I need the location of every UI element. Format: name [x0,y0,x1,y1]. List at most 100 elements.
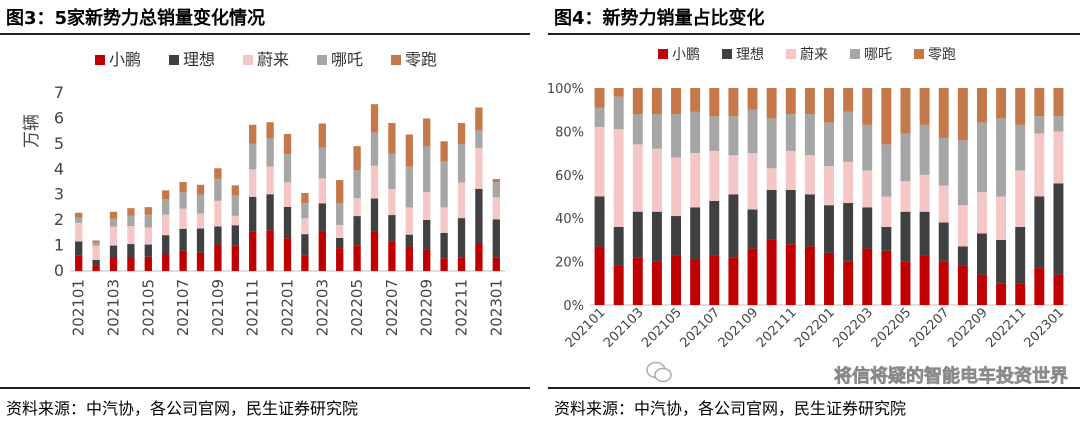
bar-segment-哪吒-202108 [728,116,739,156]
bar-segment-蔚来-202207 [938,185,949,223]
bar-segment-零跑-202107 [709,88,720,117]
bar-segment-零跑-202211 [1015,88,1026,125]
bar-segment-理想-202210 [440,232,448,259]
bar-segment-哪吒-202202 [843,111,854,162]
bar-segment-哪吒-202212 [1034,116,1045,134]
bar-segment-零跑-202301 [492,178,500,182]
bar-segment-零跑-202109 [747,88,758,110]
y-tick-label: 0 [54,261,64,280]
bar-segment-零跑-202107 [179,182,187,193]
bar-segment-蔚来-202301 [492,197,500,220]
bar-segment-理想-202109 [747,209,758,249]
bar-segment-小鹏-202210 [996,283,1007,305]
bar-segment-小鹏-202208 [405,246,413,271]
bar-segment-零跑-202211 [457,123,466,145]
bar-segment-理想-202103 [109,245,118,259]
bar-segment-零跑-202204 [881,88,892,145]
bar-segment-零跑-202111 [785,88,796,115]
legend-swatch-哪吒 [317,55,327,65]
bar-segment-理想-202208 [405,234,413,247]
y-tick-label: 5 [54,134,64,153]
bar-segment-蔚来-202203 [862,170,873,208]
bar-segment-小鹏-202211 [457,257,466,271]
bar-segment-蔚来-202209 [976,192,987,234]
x-tick-label: 202207 [383,279,401,336]
bar-segment-零跑-202207 [388,123,396,154]
bar-segment-哪吒-202209 [423,146,431,193]
y-tick-label: 40% [555,212,584,227]
bar-segment-理想-202210 [996,239,1007,284]
legend-label-零跑: 零跑 [928,47,956,63]
x-tick-label: 202109 [209,279,227,336]
legend-swatch-理想 [169,55,179,65]
bar-segment-小鹏-202111 [785,244,796,305]
bar-segment-零跑-202110 [231,185,239,195]
bar-segment-蔚来-202204 [881,196,892,227]
bar-segment-哪吒-202204 [336,203,344,225]
bar-segment-蔚来-202202 [301,218,309,235]
bar-segment-哪吒-202103 [632,114,643,145]
bar-segment-蔚来-202110 [766,168,777,190]
legend-label-哪吒: 哪吒 [864,47,892,63]
bar-segment-小鹏-202301 [492,257,500,271]
right-bars [594,88,1064,305]
bar-segment-蔚来-202201 [283,182,292,207]
bar-segment-哪吒-202105 [671,114,682,158]
x-tick-label: 202209 [945,305,991,351]
bar-segment-小鹏-202103 [109,258,118,271]
y-tick-label: 3 [54,185,64,204]
bar-segment-理想-202206 [919,211,930,256]
bar-segment-蔚来-202212 [475,148,483,189]
bar-segment-哪吒-202104 [651,114,662,149]
bar-segment-哪吒-202106 [690,111,701,154]
y-tick-label: 80% [555,125,584,140]
legend-swatch-小鹏 [95,55,105,65]
x-tick-label: 202107 [174,279,192,336]
bar-segment-哪吒-202210 [996,118,1007,197]
left-bars [75,104,500,271]
bar-segment-理想-202106 [162,235,170,255]
bar-segment-小鹏-202208 [957,265,968,305]
bar-segment-零跑-202203 [862,88,873,125]
bar-segment-零跑-202106 [162,190,170,200]
bar-segment-蔚来-202204 [336,224,344,238]
bar-segment-哪吒-202110 [766,118,777,169]
bar-segment-理想-202201 [283,206,292,239]
bar-segment-零跑-202205 [900,88,911,134]
bar-segment-哪吒-202108 [196,194,205,214]
bar-segment-理想-202207 [388,215,396,242]
legend-swatch-蔚来 [243,55,253,65]
bar-segment-小鹏-202110 [231,245,239,271]
left-x-tick-labels: 202101 202103 202105 202107 202109 202111 2022… [70,279,506,336]
bar-segment-理想-202203 [862,207,873,249]
bar-segment-小鹏-202209 [423,249,431,271]
bar-segment-哪吒-202207 [938,137,949,186]
bar-segment-蔚来-202111 [249,169,257,197]
bar-segment-哪吒-202212 [475,130,483,149]
wechat-watermark-icon [646,361,672,383]
bar-segment-零跑-202108 [728,88,739,117]
bar-segment-理想-202206 [370,198,379,232]
bar-segment-蔚来-202211 [457,182,466,219]
bar-segment-哪吒-202104 [127,215,135,226]
bar-segment-小鹏-202202 [843,261,854,305]
bar-segment-小鹏-202203 [318,231,326,271]
bar-segment-蔚来-202205 [900,181,911,212]
bar-segment-蔚来-202203 [318,178,326,204]
right-source-note: 资料来源：中汽协，各公司官网，民生证券研究院 [554,399,907,418]
bar-segment-哪吒-202205 [353,170,361,199]
x-tick-label: 202301 [1022,305,1068,351]
legend-label-蔚来: 蔚来 [257,50,289,69]
bar-segment-理想-202102 [92,259,100,266]
bar-segment-小鹏-202209 [976,274,987,305]
bar-segment-理想-202105 [144,244,152,257]
bar-segment-零跑-202212 [475,107,483,131]
bar-segment-蔚来-202102 [613,129,624,227]
bar-segment-哪吒-202111 [785,114,796,151]
bar-segment-小鹏-202105 [144,256,152,271]
bar-segment-哪吒-202206 [919,124,930,175]
bar-segment-小鹏-202102 [92,265,100,271]
legend-swatch-蔚来 [786,49,796,59]
x-tick-label: 202209 [418,279,436,336]
bar-segment-零跑-202206 [370,104,379,133]
